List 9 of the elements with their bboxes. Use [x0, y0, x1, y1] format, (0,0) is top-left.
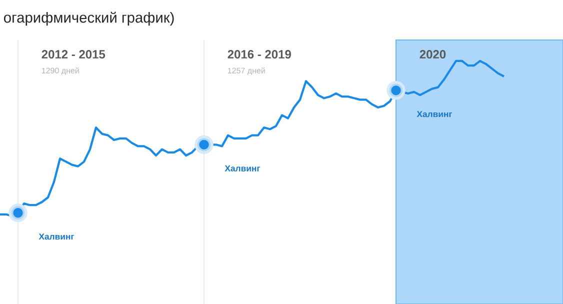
annotation: Халвинг — [416, 111, 452, 118]
text: Халвинг — [38, 234, 74, 240]
chart-title: огарифмический график) — [4, 12, 174, 26]
annotation: 1290 дней — [42, 67, 79, 75]
annotation: 1257 дней — [228, 67, 265, 75]
text: 2016 - 2019 — [228, 50, 291, 59]
text: 2012 - 2015 — [42, 50, 106, 59]
annotation: Халвинг — [224, 165, 260, 172]
text: 2020 — [420, 50, 446, 59]
